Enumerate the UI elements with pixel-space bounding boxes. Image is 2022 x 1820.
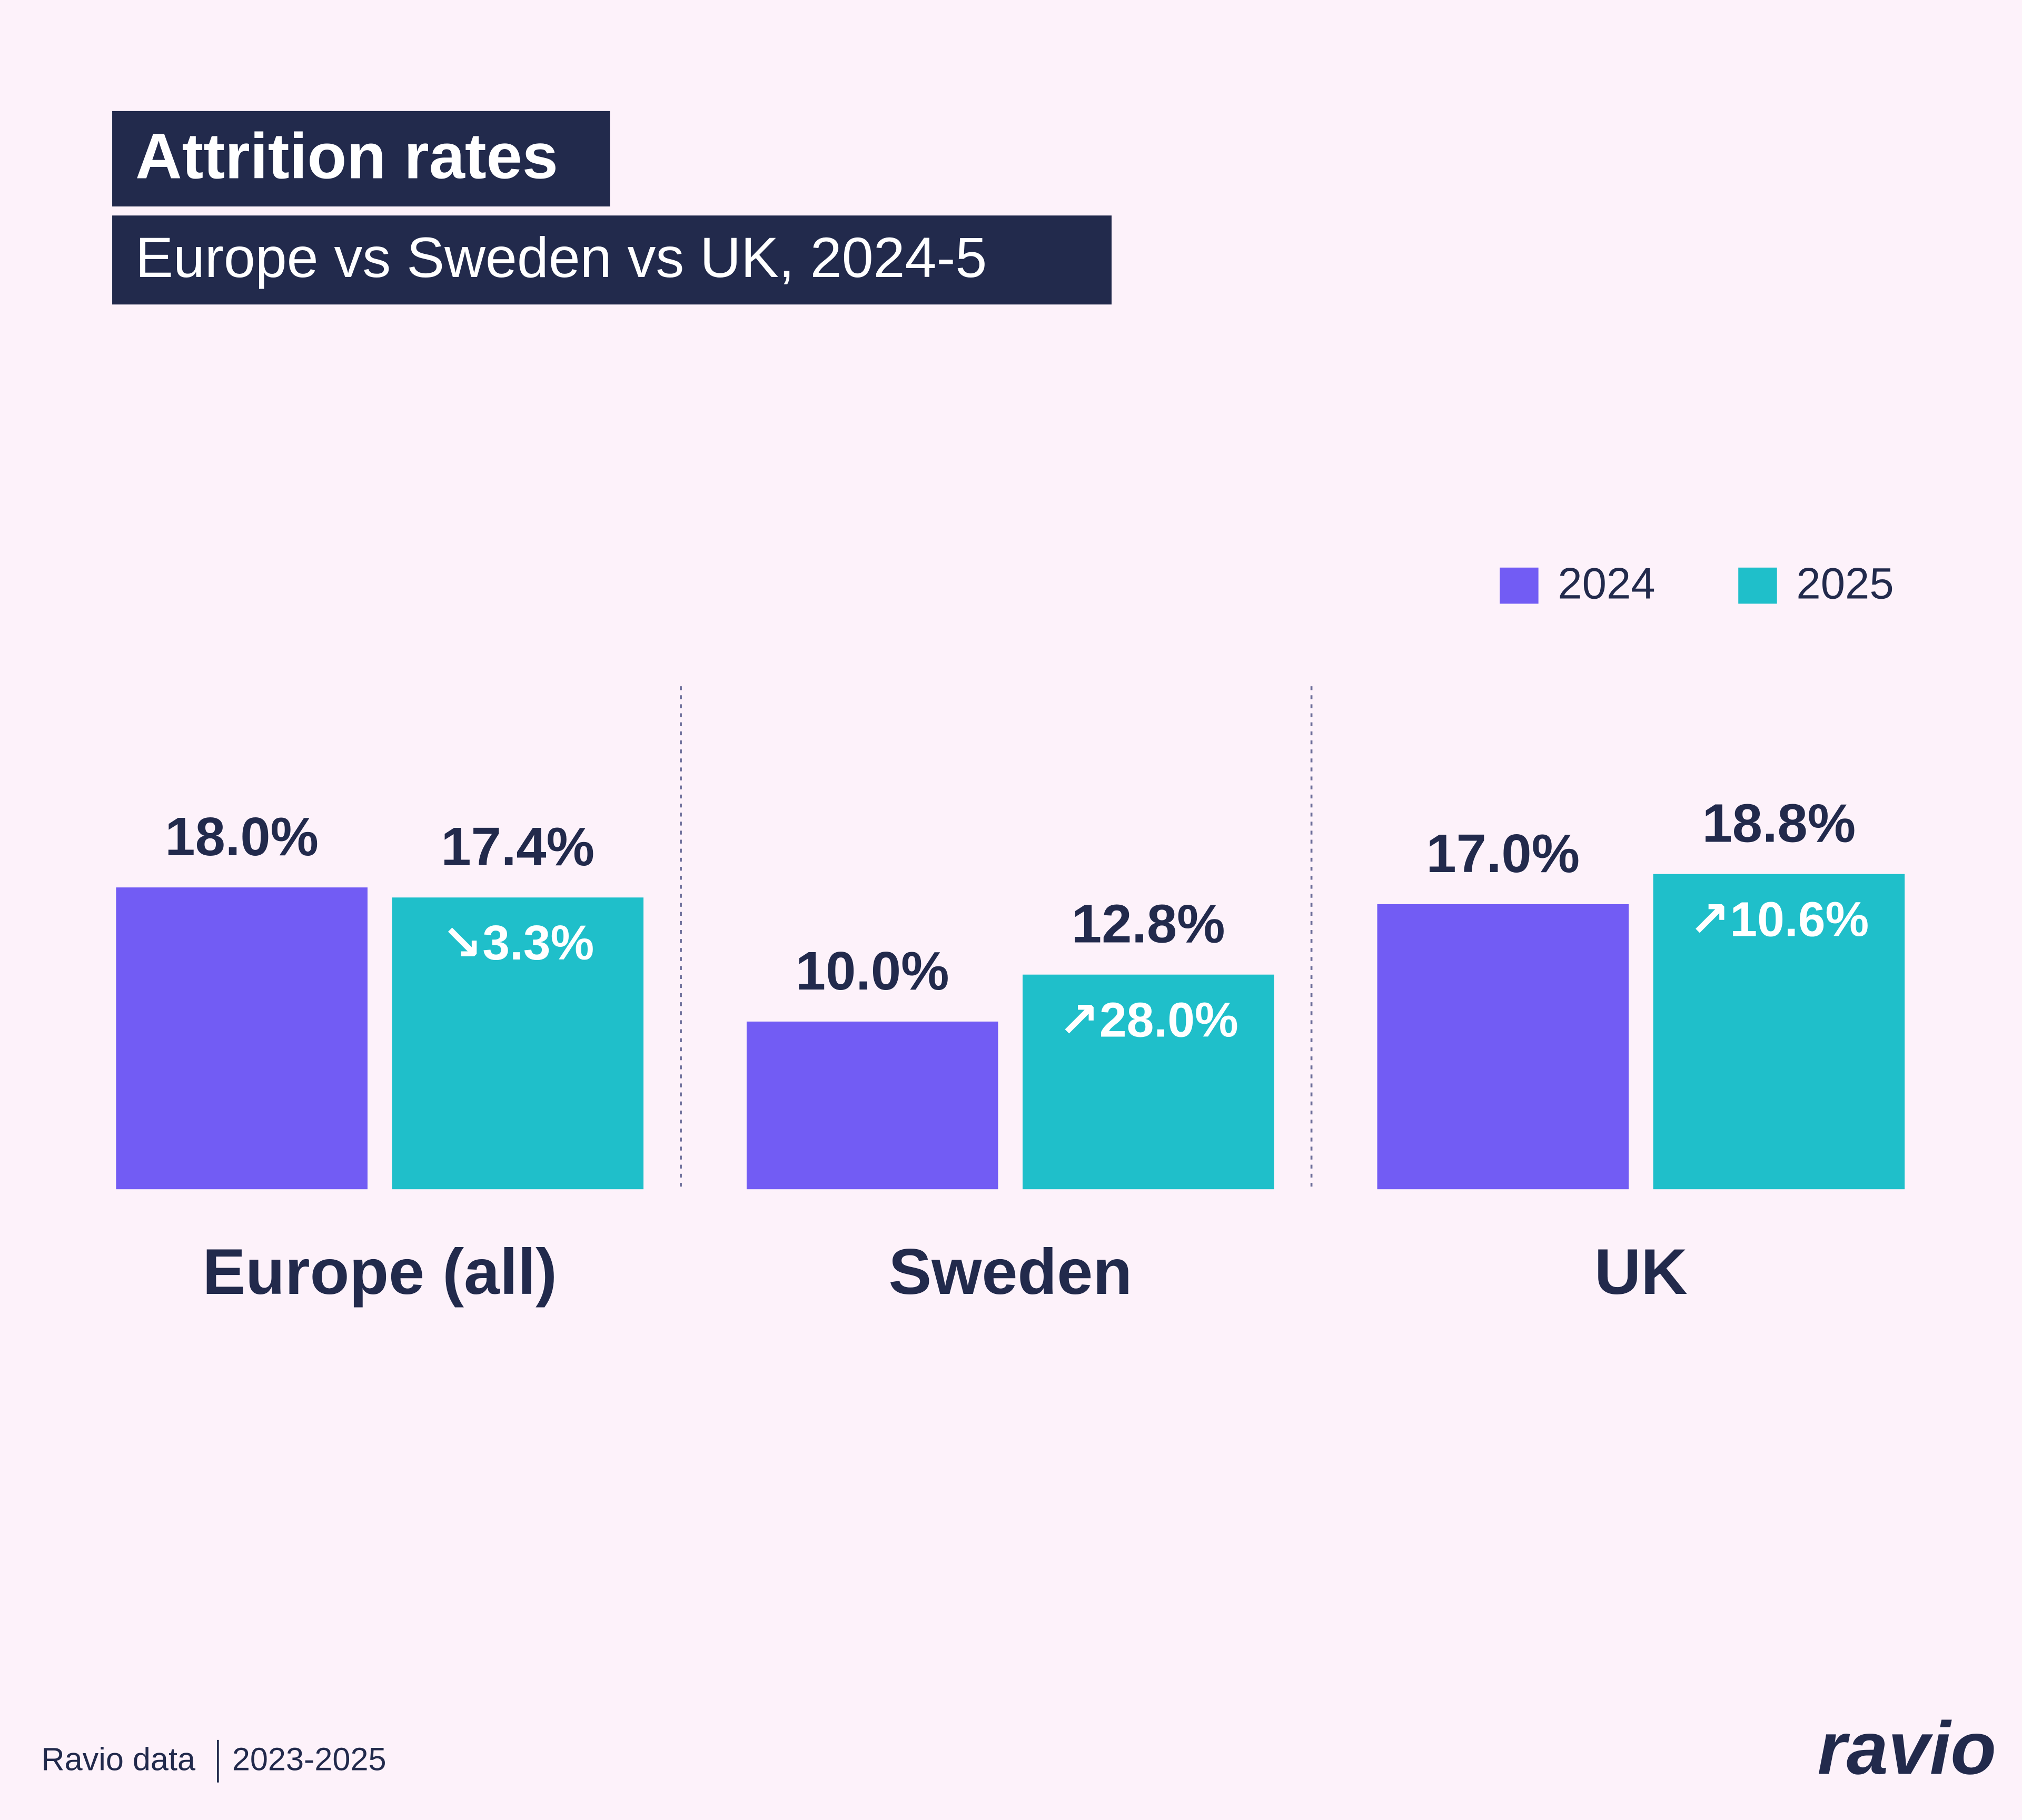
bar bbox=[1653, 874, 1905, 1190]
change-label: ↗10.6% bbox=[1689, 892, 1869, 946]
title-box bbox=[112, 111, 610, 207]
legend-label: 2024 bbox=[1558, 559, 1655, 608]
change-label: ↘3.3% bbox=[441, 915, 594, 970]
value-label: 17.0% bbox=[1426, 823, 1580, 884]
value-label: 10.0% bbox=[796, 941, 949, 1001]
bar bbox=[1377, 904, 1629, 1190]
bar bbox=[392, 897, 644, 1190]
change-label: ↗28.0% bbox=[1058, 992, 1238, 1047]
value-label: 12.8% bbox=[1072, 894, 1225, 954]
footer-years: 2023-2025 bbox=[232, 1742, 386, 1777]
x-tick-label: Sweden bbox=[888, 1235, 1132, 1308]
value-label: 18.8% bbox=[1702, 793, 1856, 854]
x-tick-label: UK bbox=[1594, 1235, 1688, 1308]
value-label: 17.4% bbox=[441, 816, 594, 877]
legend-label: 2025 bbox=[1796, 559, 1894, 608]
x-tick-label: Europe (all) bbox=[202, 1235, 557, 1308]
bar bbox=[116, 887, 368, 1190]
legend-swatch bbox=[1738, 567, 1777, 604]
legend-swatch bbox=[1500, 567, 1539, 604]
bar bbox=[746, 1021, 998, 1190]
chart-subtitle: Europe vs Sweden vs UK, 2024-5 bbox=[135, 225, 987, 289]
value-label: 18.0% bbox=[165, 806, 319, 867]
bar bbox=[1023, 974, 1274, 1190]
footer-source: Ravio data bbox=[41, 1742, 196, 1777]
logo: ravio bbox=[1818, 1706, 1996, 1790]
subtitle-box bbox=[112, 215, 1112, 305]
chart-title: Attrition rates bbox=[135, 120, 558, 192]
